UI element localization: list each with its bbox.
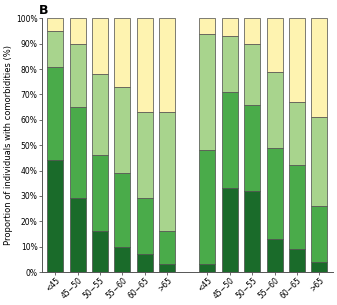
Bar xyxy=(311,18,328,117)
Bar xyxy=(311,262,328,272)
Bar xyxy=(92,74,108,155)
Bar xyxy=(244,44,260,105)
Bar xyxy=(47,31,63,66)
Bar xyxy=(311,117,328,206)
Bar xyxy=(200,34,215,150)
Bar xyxy=(289,18,305,102)
Bar xyxy=(114,173,130,247)
Bar xyxy=(222,18,238,36)
Bar xyxy=(222,92,238,188)
Bar xyxy=(159,18,175,112)
Bar xyxy=(47,18,63,31)
Text: B: B xyxy=(39,4,48,17)
Bar xyxy=(289,102,305,166)
Bar xyxy=(289,166,305,249)
Bar xyxy=(47,160,63,272)
Bar xyxy=(92,231,108,272)
Bar xyxy=(244,18,260,44)
Bar xyxy=(69,107,86,199)
Y-axis label: Proportion of individuals with comorbidities (%): Proportion of individuals with comorbidi… xyxy=(4,45,13,245)
Bar xyxy=(267,239,283,272)
Bar xyxy=(114,18,130,87)
Bar xyxy=(267,72,283,148)
Bar xyxy=(47,66,63,160)
Bar xyxy=(137,199,153,254)
Bar xyxy=(244,191,260,272)
Bar xyxy=(137,18,153,112)
Bar xyxy=(200,264,215,272)
Bar xyxy=(114,87,130,173)
Bar xyxy=(159,231,175,264)
Bar xyxy=(289,249,305,272)
Bar xyxy=(159,112,175,231)
Bar xyxy=(137,254,153,272)
Bar xyxy=(69,199,86,272)
Bar xyxy=(69,44,86,107)
Bar xyxy=(267,18,283,72)
Bar xyxy=(222,36,238,92)
Bar xyxy=(311,206,328,262)
Bar xyxy=(137,112,153,199)
Bar xyxy=(200,18,215,34)
Bar xyxy=(200,150,215,264)
Bar xyxy=(159,264,175,272)
Bar xyxy=(92,18,108,74)
Bar xyxy=(92,155,108,231)
Bar xyxy=(267,148,283,239)
Bar xyxy=(222,188,238,272)
Bar xyxy=(244,105,260,191)
Bar xyxy=(114,247,130,272)
Bar xyxy=(69,18,86,44)
